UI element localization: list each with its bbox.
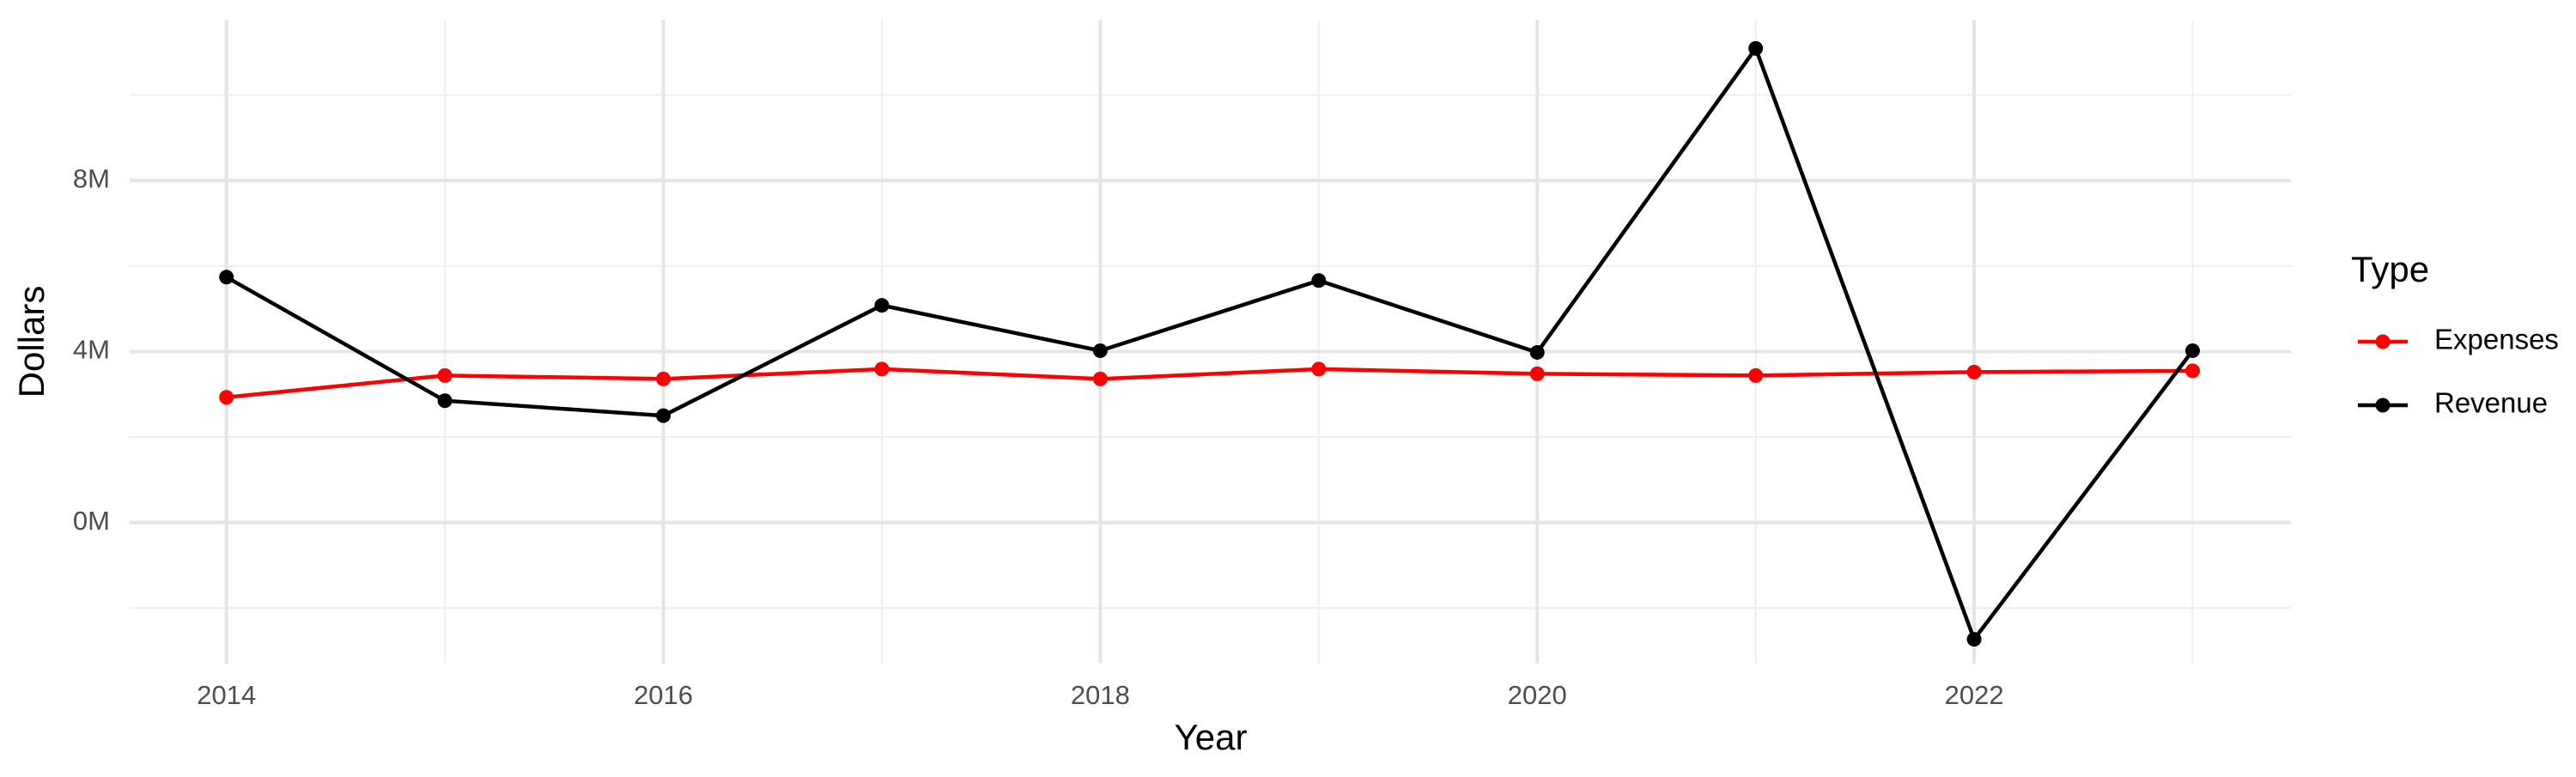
y-tick-label: 0M [73,506,110,536]
point [1748,40,1764,56]
x-axis-title: Year [1175,717,1248,757]
point [437,393,453,409]
point [1966,364,1982,379]
point [1311,361,1327,377]
x-tick-label: 2014 [197,680,256,710]
point [219,390,234,405]
point [1311,273,1327,288]
point [656,408,671,423]
x-tick-label: 2020 [1508,680,1567,710]
legend-key-point [2375,398,2391,413]
grid [130,20,2291,664]
point [874,361,890,377]
point [874,298,890,313]
x-tick-label: 2016 [634,680,693,710]
legend-key-point [2375,334,2391,349]
marks [219,40,2201,647]
point [2185,363,2201,379]
x-tick-label: 2022 [1945,680,2004,710]
y-tick-label: 8M [73,163,110,193]
point [2185,343,2201,358]
point [219,270,234,285]
point [1092,343,1108,358]
legend-label: Revenue [2434,387,2548,419]
point [1529,344,1545,360]
x-tick-label: 2018 [1071,680,1130,710]
y-tick-label: 4M [73,335,110,365]
y-axis-title: Dollars [11,286,52,398]
point [437,367,453,383]
point [656,371,671,386]
point [1966,632,1982,647]
series-line [226,367,2193,399]
point [1529,366,1545,381]
point [1092,371,1108,386]
legend-title: Type [2351,249,2429,289]
point [1748,367,1764,383]
series-line [225,44,2195,644]
legend-label: Expenses [2434,324,2559,355]
